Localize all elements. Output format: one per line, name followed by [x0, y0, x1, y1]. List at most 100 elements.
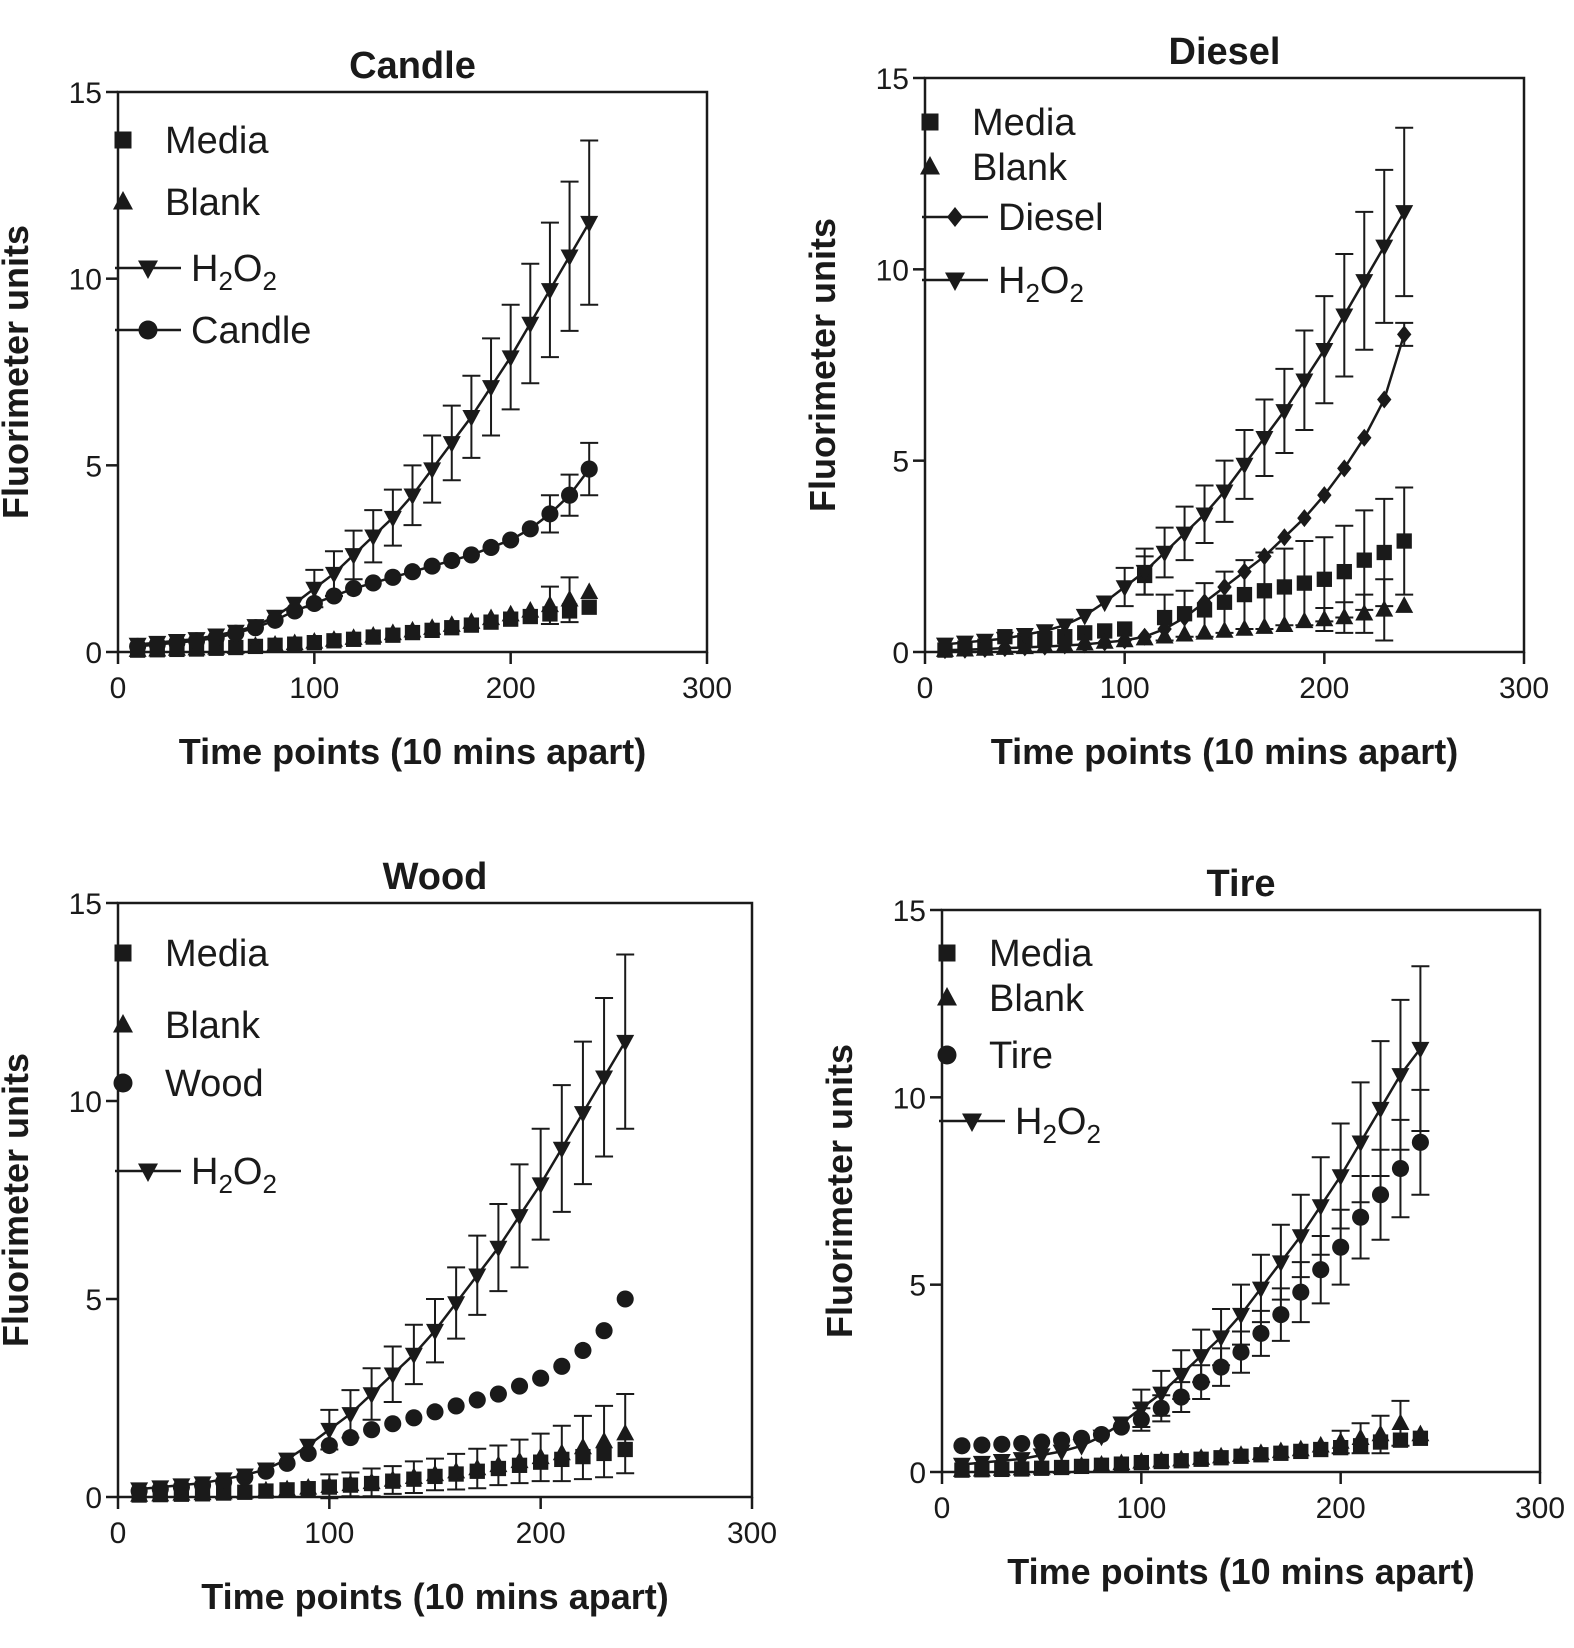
x-tick-label: 200	[486, 672, 536, 705]
data-point	[953, 1437, 971, 1455]
data-point	[1391, 1159, 1410, 1178]
data-point	[1316, 571, 1332, 587]
data-point	[442, 436, 461, 453]
legend-label: Blank	[989, 978, 1085, 1020]
series-line	[139, 1040, 627, 1491]
y-tick-label: 5	[85, 1284, 102, 1317]
y-tick-label: 15	[876, 63, 909, 96]
x-axis-label: Time points (10 mins apart)	[1007, 1551, 1474, 1592]
data-point	[1215, 621, 1234, 638]
data-point	[1152, 1386, 1171, 1404]
data-point	[1017, 638, 1033, 657]
chart-panel-tire: Tire 0 5 10 15 0 100 200 300 Time points (10 mins…	[819, 863, 1565, 1592]
series-ho	[128, 139, 599, 655]
legend-marker	[920, 156, 940, 175]
data-point	[1235, 457, 1254, 475]
legend-label: H2O2	[1015, 1101, 1101, 1149]
x-tick-label: 300	[1499, 672, 1549, 705]
data-point	[193, 1476, 212, 1494]
data-point	[489, 1455, 508, 1473]
legend-marker	[114, 944, 132, 962]
data-point	[1295, 611, 1314, 629]
legend-item-ho: H2O2	[922, 260, 1084, 308]
data-point	[426, 1323, 444, 1341]
data-point	[426, 1464, 444, 1482]
data-point	[1112, 1453, 1131, 1471]
data-point	[521, 520, 539, 538]
data-point	[1251, 1443, 1270, 1461]
x-tick-label: 200	[1316, 1492, 1366, 1525]
data-point	[364, 529, 383, 547]
series-candle	[129, 441, 599, 655]
data-point	[955, 635, 974, 653]
legend-label: Blank	[165, 182, 261, 224]
legend-item-media: Media	[114, 120, 269, 162]
series-ho	[130, 953, 635, 1499]
data-point	[214, 1482, 233, 1500]
data-point	[1152, 1450, 1171, 1468]
legend-label: H2O2	[191, 1151, 277, 1199]
data-point	[462, 410, 481, 427]
data-point	[1192, 1448, 1211, 1465]
data-point	[1256, 583, 1273, 599]
data-point	[187, 632, 206, 650]
data-point	[531, 1177, 550, 1195]
legend-label: H2O2	[998, 260, 1084, 308]
data-point	[1132, 1401, 1151, 1419]
data-point	[1115, 580, 1134, 597]
legend-item-blank: Blank	[113, 1005, 261, 1047]
data-point	[1331, 1432, 1350, 1449]
data-point	[1396, 533, 1412, 549]
data-point	[1032, 1457, 1051, 1475]
data-point	[1376, 544, 1392, 561]
x-tick-label: 100	[1116, 1492, 1166, 1525]
legend-item-blank: Blank	[113, 182, 261, 224]
data-point	[993, 1435, 1011, 1453]
data-point	[972, 1455, 991, 1473]
data-point	[1371, 1424, 1390, 1442]
data-point	[1352, 1208, 1370, 1226]
data-point	[341, 1474, 360, 1492]
y-tick-label: 5	[892, 446, 909, 479]
data-point	[552, 1141, 571, 1159]
data-point	[235, 1468, 254, 1486]
data-point	[256, 1480, 275, 1498]
legend-marker	[114, 131, 132, 149]
y-tick-label: 10	[69, 1086, 102, 1119]
data-point	[320, 1476, 339, 1494]
data-point	[148, 635, 166, 654]
data-point	[1177, 608, 1192, 627]
data-point	[1395, 596, 1414, 613]
legend-item-media: Media	[921, 102, 1076, 144]
y-tick-label: 10	[893, 1082, 926, 1115]
data-point	[1212, 1330, 1231, 1348]
data-point	[1331, 1169, 1350, 1186]
data-point	[423, 462, 442, 479]
y-tick-label: 10	[876, 254, 909, 287]
data-point	[426, 1403, 444, 1421]
data-point	[168, 634, 186, 652]
x-tick-label: 0	[934, 1492, 951, 1525]
legend-marker	[138, 320, 158, 340]
chart-title: Tire	[1206, 863, 1275, 905]
data-point	[383, 1367, 402, 1385]
data-point	[1276, 579, 1293, 595]
data-point	[1311, 1199, 1330, 1216]
data-point	[278, 1479, 297, 1497]
x-axis-label: Time points (10 mins apart)	[201, 1576, 668, 1617]
data-point	[1391, 1413, 1410, 1431]
data-point	[1195, 507, 1214, 525]
data-point	[616, 1423, 635, 1441]
data-point	[580, 460, 598, 478]
x-tick-label: 0	[110, 1517, 127, 1550]
data-point	[299, 1477, 318, 1495]
plot-frame	[940, 908, 1542, 1474]
data-point	[1391, 1068, 1410, 1085]
plot-frame	[116, 90, 709, 654]
data-point	[383, 623, 402, 641]
data-point	[1137, 627, 1152, 646]
data-point	[1195, 622, 1214, 640]
data-point	[973, 1436, 991, 1454]
series-wood	[130, 1290, 634, 1500]
